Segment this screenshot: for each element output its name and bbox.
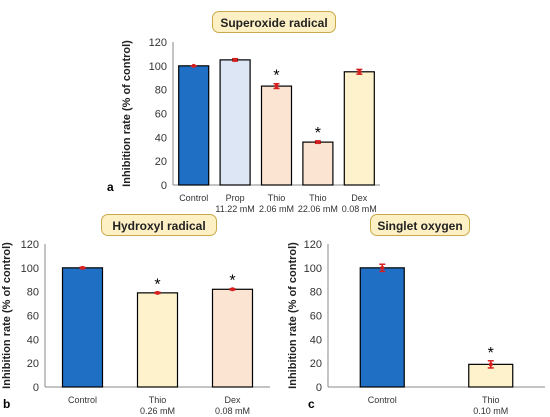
x-tick-sublabel: 0.10 mM [473,406,508,416]
y-tick-label: 120 [21,239,39,251]
y-tick-label: 100 [304,263,322,275]
x-tick-sublabel: 0.08 mM [342,204,377,214]
bar [219,59,251,186]
x-tick-label: Dex [224,395,241,405]
panel-singlet: Singlet oxygen c [290,205,550,417]
panel-title-singlet: Singlet oxygen [370,214,470,236]
x-tick-label: Prop [226,193,245,203]
y-tick-label: 60 [27,311,39,323]
x-tick-label: Thio [268,193,286,203]
x-tick-label: Dex [351,193,368,203]
x-tick-label: Control [68,395,97,405]
y-tick-label: 40 [155,132,167,144]
y-tick-label: 120 [149,37,167,49]
x-tick-sublabel: 2.06 mM [259,204,294,214]
panel-title-hydroxyl: Hydroxyl radical [101,214,217,236]
y-tick-label: 80 [155,85,167,97]
x-tick-sublabel: 0.26 mM [140,406,175,416]
y-tick-label: 0 [33,382,39,394]
y-tick-label: 100 [149,61,167,73]
panel-hydroxyl: Hydroxyl radical b [0,205,290,417]
x-tick-label: Control [368,395,397,405]
y-tick-label: 60 [155,109,167,121]
data-point [315,140,320,145]
x-tick-label: Thio [149,395,167,405]
significance-star: * [273,68,279,85]
data-point [274,84,279,89]
panel-label-b: b [3,397,11,411]
bar [359,267,405,388]
y-tick-label: 20 [310,358,322,370]
data-point [191,63,196,68]
data-point [230,287,235,292]
data-point [233,57,238,62]
x-tick-label: Control [179,193,208,203]
significance-star: * [488,345,494,362]
data-point [380,265,385,270]
y-tick-label: 100 [21,263,39,275]
data-point [155,290,160,295]
y-axis-label: Inhibition rate (% of control) [1,242,13,389]
bar [302,141,334,186]
y-tick-label: 80 [27,287,39,299]
x-tick-sublabel: 0.08 mM [215,406,250,416]
significance-star: * [315,125,321,142]
y-tick-label: 0 [161,180,167,192]
x-tick-label: Thio [482,395,500,405]
panel-title-superoxide: Superoxide radical [212,11,336,33]
y-tick-label: 80 [310,287,322,299]
y-tick-label: 0 [316,382,322,394]
y-axis-label: Inhibition rate (% of control) [121,40,133,187]
data-point [80,265,85,270]
y-tick-label: 20 [27,358,39,370]
y-tick-label: 60 [310,311,322,323]
bar [343,71,375,186]
significance-star: * [229,273,235,290]
x-tick-sublabel: 11.22 mM [215,204,254,214]
panel-label-c: c [308,397,315,411]
data-point [357,69,362,74]
panel-label-a: a [107,180,114,194]
bar [61,267,104,388]
x-tick-label: Thio [309,193,327,203]
y-tick-label: 40 [27,334,39,346]
bar [136,292,179,388]
significance-star: * [154,276,160,293]
y-axis-label: Inhibition rate (% of control) [287,242,299,389]
y-tick-label: 120 [304,239,322,251]
x-tick-sublabel: 22.06 mM [298,204,338,214]
y-tick-label: 20 [155,156,167,168]
y-tick-label: 40 [310,334,322,346]
panel-superoxide: Superoxide radical a [0,0,550,200]
data-point [488,362,493,367]
